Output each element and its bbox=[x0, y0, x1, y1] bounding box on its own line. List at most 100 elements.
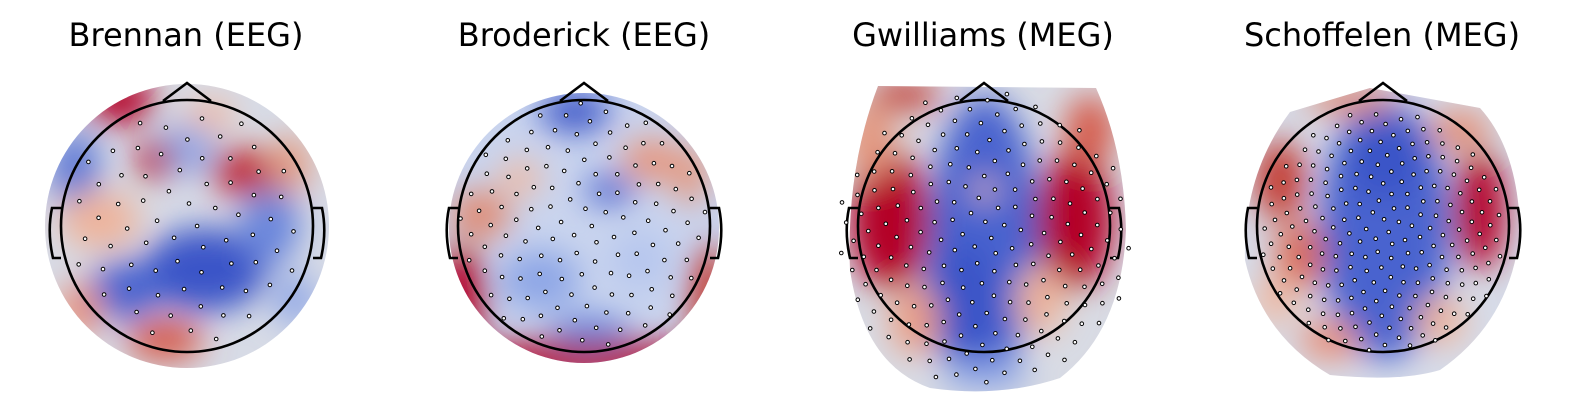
sensor-dot bbox=[1044, 312, 1049, 317]
sensor-dot bbox=[531, 184, 537, 190]
panel-title: Schoffelen (MEG) bbox=[1244, 16, 1520, 54]
sensor-dot bbox=[928, 164, 933, 169]
sensor-dot bbox=[990, 357, 995, 363]
sensor-dot bbox=[134, 309, 139, 315]
sensor-dot bbox=[927, 358, 933, 364]
sensor-dot bbox=[228, 180, 233, 185]
sensor-dot bbox=[607, 130, 613, 135]
sensor-dot bbox=[1062, 283, 1068, 289]
sensor-dot bbox=[143, 174, 148, 179]
sensor-dot bbox=[1379, 265, 1384, 270]
sensor-dot bbox=[587, 119, 593, 124]
sensor-dot bbox=[918, 229, 923, 235]
sensor-dot bbox=[219, 285, 225, 290]
sensor-dot bbox=[1357, 201, 1362, 207]
sensor-markers bbox=[76, 116, 296, 342]
sensor-dot bbox=[653, 201, 659, 206]
sensor-dot bbox=[608, 270, 614, 276]
sensor-dot bbox=[524, 166, 530, 171]
sensor-dot bbox=[843, 220, 849, 225]
sensor-dot bbox=[1342, 217, 1347, 222]
sensor-dot bbox=[552, 127, 558, 133]
sensor-dot bbox=[1389, 191, 1394, 197]
sensor-dot bbox=[1007, 299, 1013, 305]
sensor-dot bbox=[1312, 280, 1318, 286]
sensor-dot bbox=[1349, 295, 1354, 301]
sensor-dot bbox=[1096, 320, 1102, 326]
sensor-dot bbox=[1421, 126, 1426, 132]
sensor-dot bbox=[645, 218, 651, 223]
sensor-dot bbox=[1370, 210, 1376, 215]
sensor-dot bbox=[594, 240, 599, 245]
sensor-dot bbox=[1262, 226, 1267, 231]
sensor-dot bbox=[1343, 201, 1349, 206]
sensor-dot bbox=[1357, 137, 1363, 143]
sensor-dot bbox=[866, 228, 871, 234]
sensor-dot bbox=[1026, 300, 1031, 305]
sensor-dot bbox=[1455, 145, 1461, 150]
sensor-markers bbox=[458, 101, 708, 347]
sensor-dot bbox=[1381, 217, 1387, 222]
sensor-dot bbox=[199, 270, 204, 275]
sensor-dot bbox=[982, 173, 987, 179]
sensor-dot bbox=[126, 286, 132, 291]
sensor-dot bbox=[1297, 235, 1303, 241]
sensor-dot bbox=[989, 235, 994, 241]
sensor-dot bbox=[974, 261, 980, 266]
sensor-dot bbox=[1067, 201, 1073, 206]
sensor-dot bbox=[964, 132, 970, 137]
sensor-dot bbox=[1104, 181, 1109, 187]
sensor-dot bbox=[1126, 245, 1131, 251]
sensor-dot bbox=[954, 95, 960, 101]
sensor-dot bbox=[1012, 187, 1018, 192]
sensor-dot bbox=[1443, 325, 1449, 330]
sensor-dot bbox=[908, 244, 914, 250]
sensor-dot bbox=[883, 221, 889, 227]
sensor-dot bbox=[1354, 171, 1359, 177]
sensor-dot bbox=[1464, 238, 1470, 243]
sensor-dot bbox=[1378, 139, 1383, 145]
sensor-dot bbox=[1468, 165, 1474, 171]
sensor-dot bbox=[1347, 112, 1353, 118]
sensor-dot bbox=[636, 182, 642, 187]
sensor-dot bbox=[916, 138, 921, 144]
sensor-dot bbox=[1028, 242, 1034, 247]
sensor-dot bbox=[1339, 282, 1344, 288]
sensor-dot bbox=[1065, 221, 1071, 227]
sensor-dot bbox=[1476, 187, 1482, 193]
sensor-dot bbox=[643, 120, 649, 126]
sensor-dot bbox=[158, 151, 164, 157]
sensor-dot bbox=[1324, 166, 1330, 172]
sensor-dot bbox=[119, 173, 124, 178]
sensor-dot bbox=[571, 232, 577, 238]
sensor-dot bbox=[1494, 237, 1499, 243]
sensor-dot bbox=[168, 313, 173, 318]
sensor-dot bbox=[569, 292, 574, 297]
sensor-dot bbox=[539, 253, 544, 258]
sensor-dot bbox=[1045, 352, 1051, 358]
sensor-dot bbox=[100, 266, 106, 272]
sensor-dot bbox=[529, 206, 534, 212]
sensor-dot bbox=[1374, 298, 1379, 304]
sensor-dot bbox=[1388, 255, 1394, 261]
sensor-dot bbox=[482, 244, 488, 250]
sensor-dot bbox=[1367, 320, 1372, 325]
sensor-dot bbox=[954, 146, 960, 151]
sensor-dot bbox=[1420, 333, 1425, 338]
sensor-dot bbox=[1470, 296, 1476, 302]
sensor-dot bbox=[229, 261, 234, 266]
sensor-dot bbox=[274, 248, 280, 253]
sensor-dot bbox=[1322, 324, 1327, 330]
sensor-dot bbox=[1061, 318, 1067, 324]
sensor-dot bbox=[1429, 289, 1435, 295]
sensor-dot bbox=[1459, 282, 1465, 287]
sensor-dot bbox=[523, 239, 528, 244]
sensor-dot bbox=[1402, 237, 1408, 243]
sensor-dot bbox=[1464, 178, 1470, 184]
sensor-dot bbox=[992, 268, 997, 274]
sensor-dot bbox=[1302, 147, 1308, 152]
sensor-dot bbox=[251, 144, 257, 150]
sensor-dot bbox=[82, 236, 88, 241]
sensor-dot bbox=[659, 141, 665, 146]
sensor-dot bbox=[1363, 254, 1368, 260]
